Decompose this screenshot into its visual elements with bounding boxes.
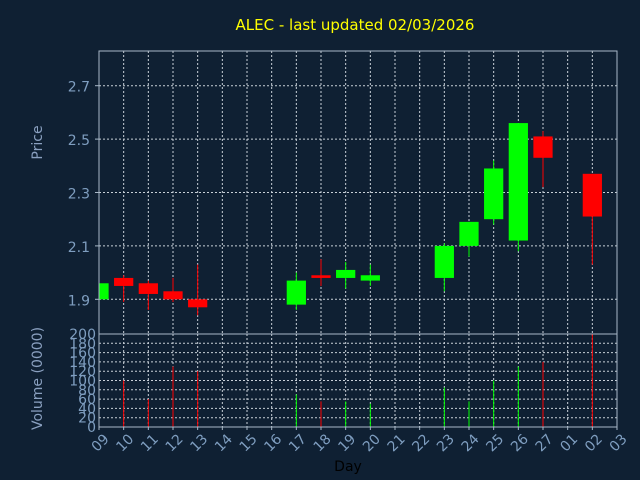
candle-body — [484, 168, 504, 220]
x-tick-label: 25 — [483, 431, 507, 455]
x-axis-ticks: 09 10 11 12 13 14 15 16 17 18 19 20 21 22 23 24 25 26 27 01… — [89, 427, 631, 455]
candle-body — [582, 173, 602, 217]
candle-body — [336, 269, 356, 278]
volume-y-axis-label: Volume (0000) — [30, 327, 46, 430]
candle-body — [286, 280, 306, 305]
candle-body — [138, 283, 158, 294]
x-tick-label: 27 — [533, 431, 557, 455]
x-tick-label: 26 — [508, 431, 532, 455]
x-tick-label: 02 — [582, 431, 606, 455]
volume-tick-label: 80 — [78, 383, 96, 399]
x-tick-label: 10 — [113, 431, 137, 455]
x-tick-label: 18 — [311, 431, 335, 455]
volume-tick-label: 200 — [69, 327, 96, 343]
price-tick-label: 2.1 — [68, 240, 90, 256]
volume-tick-label: 60 — [78, 392, 96, 408]
x-tick-label: 20 — [360, 431, 384, 455]
candle-body — [188, 299, 208, 308]
volume-tick-label: 0 — [87, 420, 96, 436]
volume-tick-label: 120 — [69, 364, 96, 380]
volume-bars — [123, 334, 593, 427]
price-tick-label: 1.9 — [68, 293, 90, 309]
volume-grid — [98, 333, 618, 428]
price-y-axis-label: Price — [30, 125, 46, 159]
x-tick-label: 23 — [434, 431, 458, 455]
x-tick-label: 15 — [237, 431, 261, 455]
x-tick-label: 01 — [557, 431, 581, 455]
x-tick-label: 16 — [261, 431, 285, 455]
candle-body — [434, 245, 454, 278]
price-panel: 1.9 2.1 2.3 2.5 2.7 Price — [30, 50, 618, 335]
candle-body — [163, 291, 183, 300]
volume-tick-label: 100 — [69, 374, 96, 390]
x-tick-label: 21 — [385, 431, 409, 455]
x-axis-label: Day — [334, 459, 362, 475]
x-tick-label: 17 — [286, 431, 310, 455]
chart-title: ALEC - last updated 02/03/2026 — [236, 16, 475, 34]
candle-body — [360, 275, 380, 281]
volume-tick-label: 160 — [69, 346, 96, 362]
price-tick-label: 2.5 — [68, 133, 90, 149]
volume-tick-label: 40 — [78, 401, 96, 417]
candles — [98, 123, 602, 316]
volume-tick-label: 20 — [78, 411, 96, 427]
volume-tick-label: 180 — [69, 336, 96, 352]
volume-tick-label: 140 — [69, 355, 96, 371]
candle-body — [508, 123, 528, 241]
candle-body — [533, 136, 553, 158]
x-tick-label: 14 — [212, 431, 236, 455]
x-tick-label: 24 — [459, 431, 483, 455]
candle-body — [114, 277, 134, 286]
x-tick-label: 12 — [163, 431, 187, 455]
candle-body — [459, 221, 479, 246]
x-tick-label: 19 — [335, 431, 359, 455]
x-tick-label: 13 — [187, 431, 211, 455]
price-y-ticks: 1.9 2.1 2.3 2.5 2.7 — [68, 80, 99, 309]
x-tick-label: 03 — [607, 431, 631, 455]
price-tick-label: 2.7 — [68, 80, 90, 96]
price-tick-label: 2.3 — [68, 187, 90, 203]
candle-body — [99, 283, 109, 300]
candle-body — [311, 275, 331, 278]
volume-panel-frame — [98, 333, 618, 428]
x-tick-label: 11 — [138, 431, 162, 455]
x-tick-label: 22 — [409, 431, 433, 455]
